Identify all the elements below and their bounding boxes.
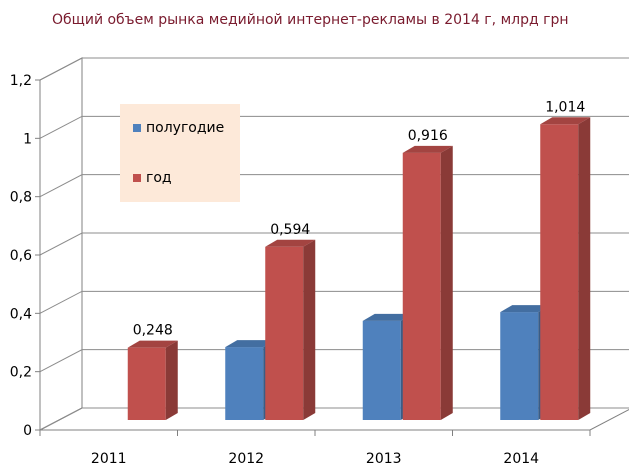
y-tick-label: 0,6 [10, 248, 32, 264]
x-tick-label: 2011 [91, 451, 127, 467]
y-tick-label: 0 [23, 423, 32, 439]
legend-label: полугодие [146, 120, 224, 136]
y-tick-label: 1,2 [10, 73, 32, 89]
y-tick-label: 0,2 [10, 365, 32, 381]
legend-swatch [133, 124, 141, 132]
legend-box [120, 104, 240, 202]
bar [540, 124, 579, 420]
bar-top [402, 145, 453, 153]
y-axis: 0 0,2 0,4 0,6 0,8 1 1,2 [10, 73, 41, 439]
bar-top [362, 313, 413, 321]
x-tick-label: 2012 [228, 451, 264, 467]
bar-top [127, 340, 178, 348]
bars [127, 117, 591, 421]
data-label: 0,916 [408, 128, 448, 144]
x-axis: 2011 2012 2013 2014 [39, 430, 591, 467]
y-tick-label: 1 [23, 131, 32, 147]
legend-label: год [146, 170, 172, 186]
gridline [39, 57, 629, 81]
bar [402, 152, 441, 421]
bar [362, 320, 401, 420]
y-tick-label: 0,8 [10, 190, 32, 206]
data-label: 1,014 [545, 99, 585, 115]
bar-top [540, 117, 591, 125]
x-tick-label: 2014 [503, 451, 539, 467]
data-labels: 0,248 0,594 0,916 1,014 [133, 99, 586, 338]
legend: полугодие год [120, 104, 240, 202]
bar-side [303, 239, 316, 420]
bar [127, 347, 166, 420]
bar [265, 246, 304, 420]
bar-top [225, 340, 276, 348]
chart-title: Общий объем рынка медийной интернет-рекл… [52, 12, 569, 28]
data-label: 0,594 [270, 222, 310, 238]
bar-side [578, 117, 591, 420]
bar-side [440, 145, 453, 421]
data-label: 0,248 [133, 323, 173, 339]
y-tick-label: 0,4 [10, 306, 32, 322]
bar [225, 347, 264, 420]
bar-side [165, 340, 178, 420]
bar [500, 312, 539, 420]
legend-swatch [133, 174, 141, 182]
x-tick-label: 2013 [366, 451, 402, 467]
gridline [39, 115, 629, 139]
bar-top [265, 239, 316, 247]
bar-top [500, 305, 551, 313]
